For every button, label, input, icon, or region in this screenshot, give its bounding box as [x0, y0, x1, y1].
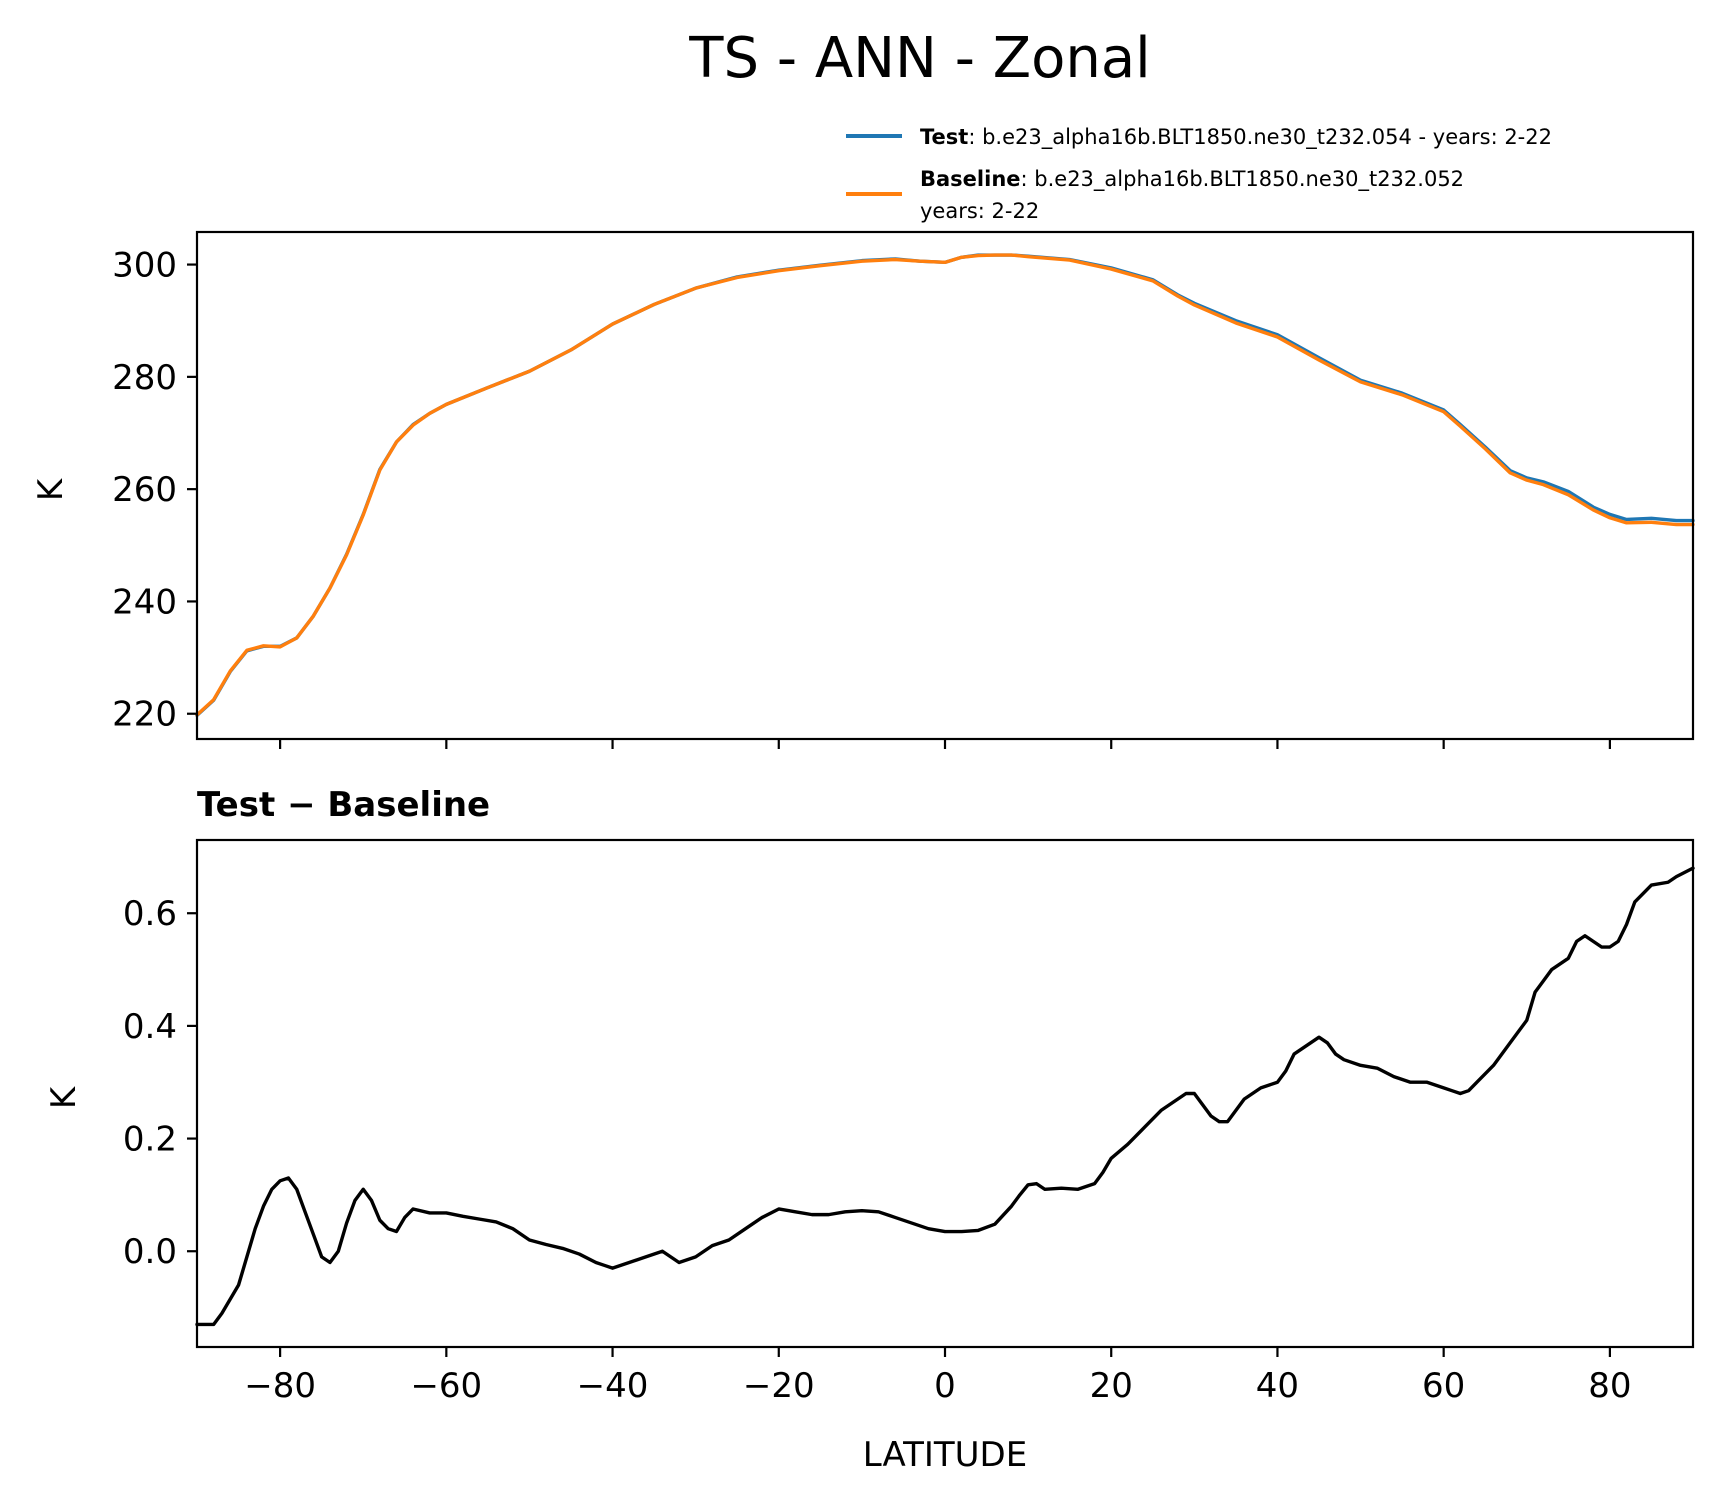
bottom-x-tick-label: −80	[244, 1366, 316, 1406]
bottom-x-tick-label: −20	[743, 1366, 815, 1406]
top-series-test-line	[195, 253, 1695, 718]
bottom-x-tick-label: −40	[577, 1366, 649, 1406]
legend-entry-test: Test: b.e23_alpha16b.BLT1850.ne30_t232.0…	[920, 125, 1552, 150]
top-y-tick-label: 260	[112, 470, 177, 510]
legend-baseline-years: years: 2-22	[920, 199, 1039, 223]
bottom-x-tick-label: 20	[1090, 1366, 1133, 1406]
legend-baseline-name: Baseline	[920, 167, 1021, 191]
top-y-tick-label: 240	[112, 582, 177, 622]
top-y-axis-label: K	[31, 477, 71, 501]
top-y-tick-label: 280	[112, 358, 177, 398]
bottom-y-axis-label: K	[44, 1085, 84, 1109]
bottom-y-tick-label: 0.0	[123, 1232, 177, 1272]
bottom-x-ticks: −80 −60 −40 −20 0 20 40 60 80	[244, 1347, 1632, 1406]
bottom-x-tick-label: 80	[1588, 1366, 1631, 1406]
bottom-x-tick-label: 0	[934, 1366, 956, 1406]
bottom-panel: Test − Baseline 0.0 0.2 0.4 0.6 −80 −60 −40 −2…	[44, 785, 1695, 1475]
bottom-y-tick-label: 0.2	[123, 1120, 177, 1160]
bottom-y-tick-label: 0.4	[123, 1007, 177, 1047]
top-series-group	[195, 253, 1695, 718]
bottom-panel-title: Test − Baseline	[197, 785, 490, 825]
top-series-baseline-line	[195, 253, 1695, 717]
legend: Test: b.e23_alpha16b.BLT1850.ne30_t232.0…	[846, 125, 1552, 223]
legend-test-desc: : b.e23_alpha16b.BLT1850.ne30_t232.054 -…	[968, 125, 1552, 150]
top-y-tick-label: 220	[112, 695, 177, 735]
x-axis-label: LATITUDE	[863, 1435, 1027, 1475]
bottom-plot-frame	[195, 838, 1695, 1349]
legend-baseline-desc: : b.e23_alpha16b.BLT1850.ne30_t232.052	[1021, 167, 1465, 192]
top-panel: 220 240 260 280 300 K	[31, 230, 1695, 749]
legend-entry-baseline: Baseline: b.e23_alpha16b.BLT1850.ne30_t2…	[920, 167, 1464, 192]
figure-title: TS - ANN - Zonal	[688, 26, 1150, 91]
top-plot-frame	[195, 230, 1695, 741]
top-y-tick-label: 300	[112, 246, 177, 286]
bottom-series-difference-line	[195, 866, 1695, 1327]
top-x-ticks	[279, 739, 1611, 749]
bottom-x-tick-label: 40	[1256, 1366, 1299, 1406]
bottom-x-tick-label: 60	[1422, 1366, 1465, 1406]
bottom-y-tick-label: 0.6	[123, 894, 177, 934]
legend-test-name: Test	[920, 125, 968, 149]
bottom-y-ticks: 0.0 0.2 0.4 0.6	[123, 894, 197, 1272]
top-y-ticks: 220 240 260 280 300	[112, 246, 197, 735]
bottom-series-group	[195, 866, 1695, 1327]
bottom-x-tick-label: −60	[410, 1366, 482, 1406]
